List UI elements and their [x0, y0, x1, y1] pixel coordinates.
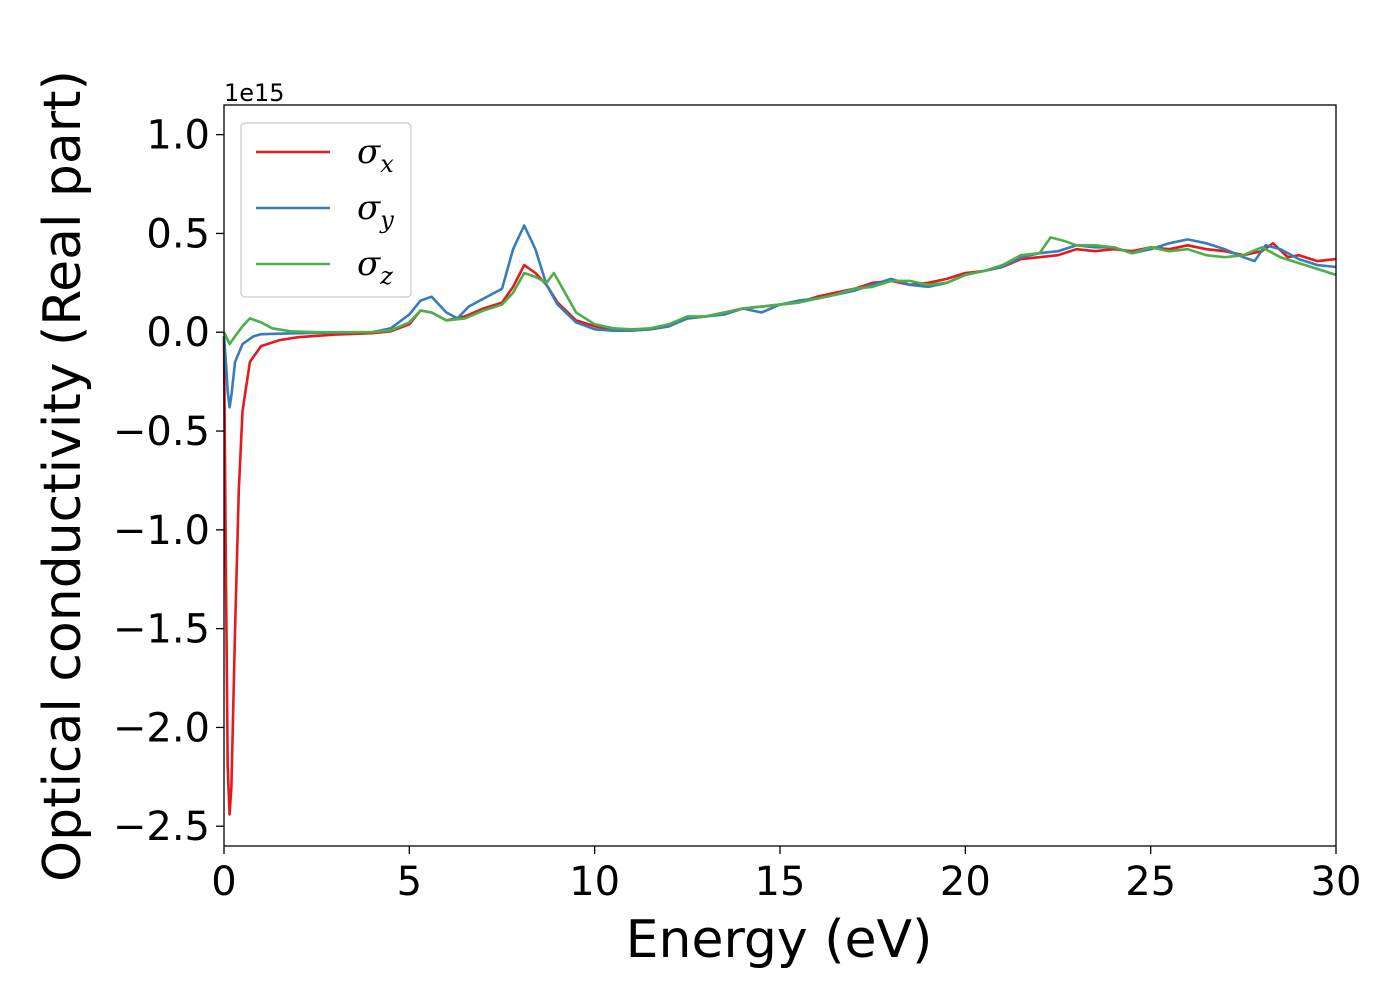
y-tick-label: −1.5	[113, 607, 210, 653]
y-tick-label: −1.0	[113, 508, 210, 554]
y-tick-label: −2.5	[113, 804, 210, 850]
y-tick-label: 0.5	[146, 211, 210, 257]
y-offset-text: 1e15	[224, 79, 285, 107]
x-tick-label: 20	[940, 859, 991, 905]
x-axis: 0 5 10 15 20 25 30	[211, 846, 1361, 905]
y-axis-label: Optical conductivity (Real part)	[33, 70, 93, 882]
x-tick-label: 25	[1125, 859, 1176, 905]
x-tick-label: 30	[1311, 859, 1362, 905]
x-tick-label: 10	[569, 859, 620, 905]
x-tick-label: 5	[397, 859, 422, 905]
y-axis: 1.0 0.5 0.0 −0.5 −1.0 −1.5 −2.0 −2.5	[113, 113, 224, 850]
y-tick-label: 1.0	[146, 113, 210, 159]
y-tick-label: 0.0	[146, 310, 210, 356]
series-line-z	[222, 236, 1337, 346]
legend-box	[240, 122, 412, 298]
x-tick-label: 15	[755, 859, 806, 905]
series-layer	[222, 224, 1337, 816]
y-tick-label: −2.0	[113, 705, 210, 751]
x-tick-label: 0	[211, 859, 236, 905]
x-axis-label: Energy (eV)	[626, 910, 933, 970]
y-tick-label: −0.5	[113, 409, 210, 455]
